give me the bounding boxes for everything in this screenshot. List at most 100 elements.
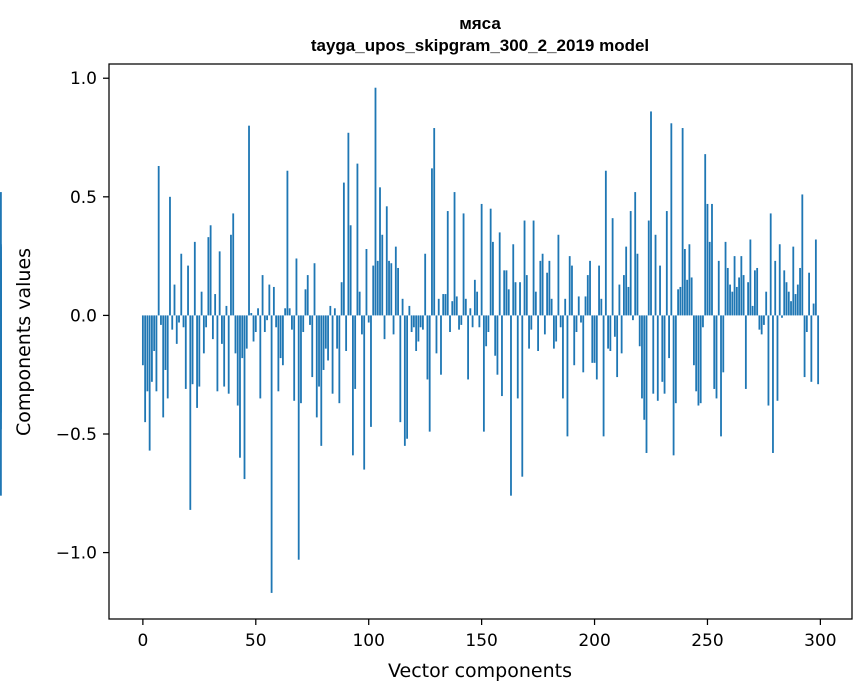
bar (227, 315, 230, 394)
bar (702, 315, 704, 328)
bar (817, 315, 820, 385)
x-tick-label: 250 (691, 631, 723, 651)
bar (248, 125, 250, 316)
bar (686, 279, 689, 316)
bar (661, 315, 664, 382)
bar (157, 165, 160, 316)
bar (568, 256, 571, 316)
bar (534, 291, 537, 316)
bar (279, 315, 282, 359)
bar (550, 298, 553, 316)
bar (205, 315, 208, 328)
bar (275, 315, 278, 328)
bar (419, 315, 422, 328)
bar (437, 298, 440, 316)
bar (155, 315, 158, 392)
bar (245, 315, 248, 349)
bar (207, 237, 210, 316)
y-tick-label: −1.0 (56, 544, 97, 564)
x-axis-ticks: 0 50 100 150 200 250 300 (137, 619, 837, 651)
bar (559, 315, 562, 328)
bar (281, 315, 284, 366)
bar (785, 282, 788, 316)
bar (699, 315, 702, 404)
bar (175, 315, 178, 344)
bar (476, 291, 479, 316)
bar (564, 298, 567, 316)
bar (399, 315, 402, 423)
bar (426, 315, 429, 380)
bar (146, 315, 149, 392)
bar (365, 249, 368, 316)
x-tick-label: 200 (578, 631, 610, 651)
bar (787, 291, 790, 316)
bar (557, 234, 560, 316)
bar (221, 315, 223, 344)
bar (367, 315, 370, 323)
bar (261, 275, 264, 316)
bar (652, 315, 655, 394)
bar (306, 275, 309, 316)
bar (336, 315, 338, 349)
bar (263, 315, 266, 333)
bar (313, 263, 316, 316)
bar (433, 128, 436, 316)
bar (744, 315, 747, 389)
bar (740, 256, 743, 316)
bar (302, 315, 305, 333)
bar (352, 315, 354, 456)
bar (304, 289, 307, 316)
bar (460, 315, 463, 325)
bar (340, 282, 343, 316)
bar (501, 315, 503, 397)
bar (171, 315, 174, 330)
bar (469, 308, 472, 316)
bar (523, 220, 526, 316)
bar (543, 315, 546, 335)
bar (492, 241, 494, 316)
bar (643, 315, 646, 420)
bar (805, 315, 808, 333)
bar (575, 315, 578, 333)
bar (361, 315, 363, 335)
bar (620, 315, 623, 354)
bar (272, 286, 275, 316)
bar (627, 286, 630, 316)
bar (300, 315, 302, 404)
bar (571, 265, 573, 316)
bar (586, 275, 589, 316)
bar (611, 218, 614, 316)
bar (0, 315, 2, 496)
bar (715, 315, 718, 399)
y-tick-label: −0.5 (56, 425, 97, 445)
bar (148, 315, 151, 451)
bar (729, 284, 731, 316)
bar (532, 220, 535, 316)
bar (539, 260, 542, 316)
bar (232, 213, 235, 316)
bar (487, 315, 490, 333)
bar (751, 305, 754, 316)
bar (184, 315, 187, 389)
y-axis-ticks: −1.0 −0.5 0.0 0.5 1.0 (56, 69, 109, 564)
bar (555, 315, 558, 342)
chart-title: мяса (459, 14, 501, 33)
bar (525, 275, 528, 316)
bar (446, 211, 449, 316)
bar (516, 315, 519, 399)
bar (690, 277, 693, 316)
bar (582, 315, 585, 373)
bar (239, 315, 241, 458)
bar (593, 315, 596, 363)
bar (268, 284, 271, 316)
bar (309, 315, 311, 325)
bar (595, 315, 598, 380)
bar (713, 315, 716, 389)
bar (464, 298, 467, 316)
bar (374, 87, 377, 316)
bar (385, 206, 388, 316)
bar (521, 315, 524, 477)
bar (760, 315, 763, 335)
bar (349, 225, 352, 316)
bar (625, 246, 628, 316)
